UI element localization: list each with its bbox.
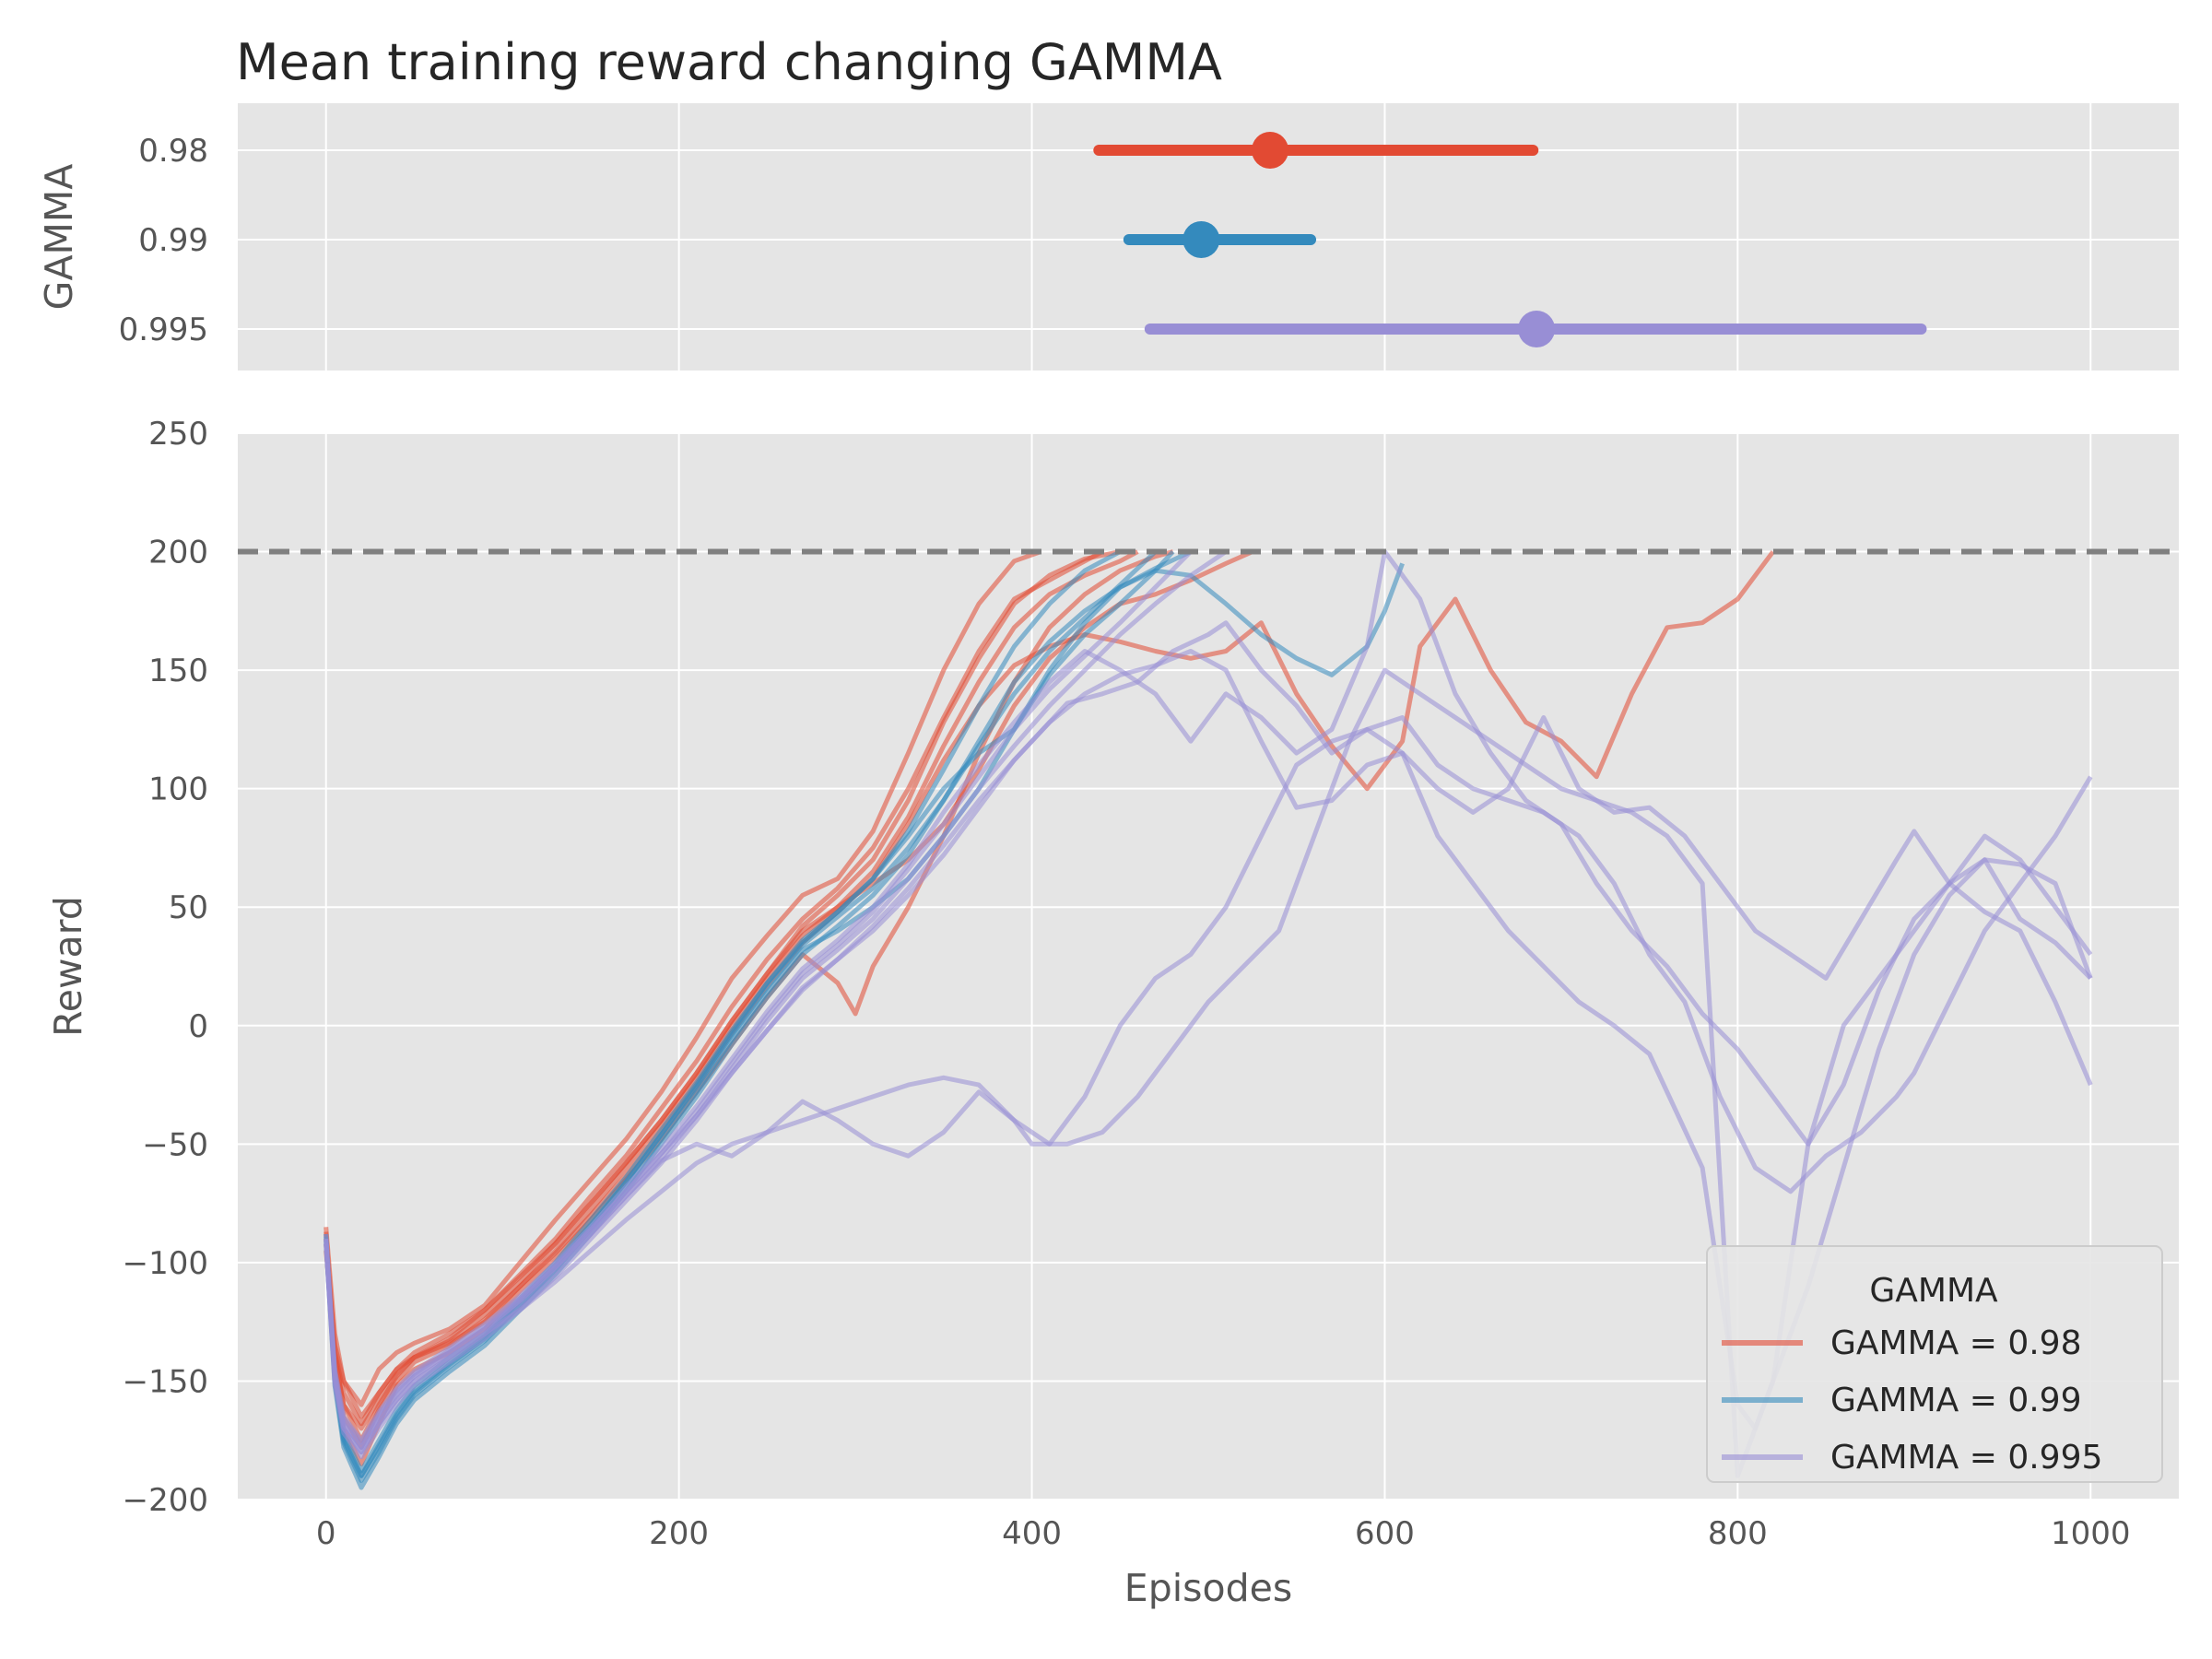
legend-entry-0.99: GAMMA = 0.99	[1830, 1382, 2081, 1419]
legend-box	[1706, 1245, 2163, 1483]
legend-entry-0.995: GAMMA = 0.995	[1830, 1439, 2102, 1477]
main-y-tick-label-9: 250	[148, 416, 208, 453]
mean-point-0.995	[1518, 311, 1556, 347]
series-line-0.995-17	[324, 667, 2093, 1478]
main-x-tick-label-4: 800	[1708, 1515, 1768, 1552]
top-panel: 0.98 0.99 0.995	[119, 103, 2179, 371]
top-y-tick-label-0: 0.98	[138, 133, 208, 170]
main-x-tick-label-5: 1000	[2051, 1515, 2131, 1552]
legend-title: GAMMA	[1869, 1272, 1998, 1310]
series-line-0.98-3	[324, 549, 1139, 1450]
mean-point-0.99	[1182, 221, 1220, 258]
series-line-0.99-11	[324, 549, 1158, 1478]
main-x-tick-label-2: 400	[1002, 1515, 1062, 1552]
legend: GAMMA GAMMA = 0.98 GAMMA = 0.99 GAMMA = 0.9…	[1706, 1245, 2163, 1483]
series-line-0.98-0	[324, 549, 1041, 1407]
main-y-tick-label-2: −100	[123, 1245, 208, 1282]
main-y-tick-label-1: −150	[123, 1363, 208, 1400]
main-y-tick-label-0: −200	[123, 1482, 208, 1519]
top-y-axis-label: GAMMA	[37, 164, 81, 311]
main-y-tick-label-6: 100	[148, 771, 208, 808]
series-line-0.98-5	[324, 550, 1775, 1431]
main-y-tick-label-5: 50	[169, 889, 208, 926]
main-x-axis-label: Episodes	[1124, 1566, 1292, 1610]
main-y-tick-label-7: 150	[148, 653, 208, 689]
top-y-tick-label-1: 0.99	[138, 222, 208, 259]
chart-title: Mean training reward changing GAMMA	[236, 33, 1222, 91]
top-y-tick-label-2: 0.995	[119, 312, 208, 348]
series-lines	[324, 549, 2093, 1490]
main-y-tick-label-4: 0	[188, 1008, 208, 1045]
main-x-tick-label-3: 600	[1355, 1515, 1415, 1552]
main-y-tick-label-3: −50	[142, 1126, 208, 1163]
main-x-tick-label-0: 0	[316, 1515, 336, 1552]
series-line-0.995-18	[324, 715, 2093, 1450]
main-y-axis-label: Reward	[46, 896, 90, 1037]
mean-point-0.98	[1252, 132, 1289, 169]
main-x-tick-label-1: 200	[649, 1515, 709, 1552]
series-line-0.98-6	[324, 549, 1253, 1427]
legend-entry-0.98: GAMMA = 0.98	[1830, 1324, 2081, 1362]
main-y-tick-label-8: 200	[148, 535, 208, 571]
